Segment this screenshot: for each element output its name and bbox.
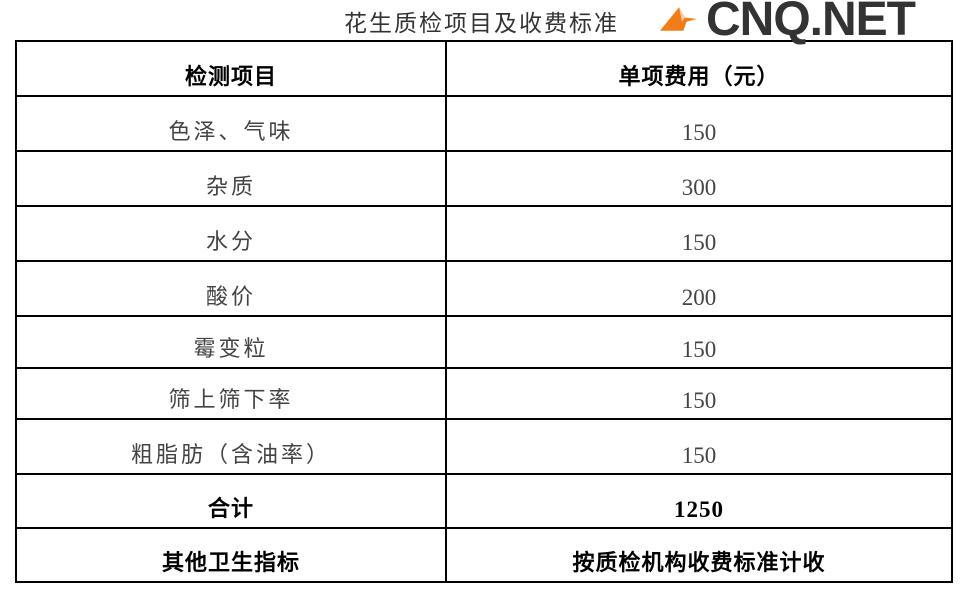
total-value: 1250 [445,473,953,529]
item-cell: 色泽、气味 [15,95,447,152]
header-item: 检测项目 [15,40,447,97]
total-label: 合计 [15,473,447,529]
fee-cell: 150 [445,205,953,262]
table-header-row: 检测项目 单项费用（元） [15,40,953,97]
fee-table: 检测项目 单项费用（元） 色泽、气味 150 杂质 300 水分 150 酸价 … [15,40,953,583]
item-cell: 筛上筛下率 [15,367,447,420]
header-fee: 单项费用（元） [445,40,953,97]
total-row: 合计 1250 [15,473,953,529]
table-row: 霉变粒 150 [15,315,953,369]
item-cell: 粗脂肪（含油率） [15,418,447,475]
origami-bird-icon [660,7,697,31]
table-row: 酸价 200 [15,260,953,317]
watermark-text: CNQ.NET [706,0,916,46]
table-row: 筛上筛下率 150 [15,367,953,420]
table-row: 水分 150 [15,205,953,262]
fee-cell: 150 [445,315,953,369]
other-row: 其他卫生指标 按质检机构收费标准计收 [15,527,953,583]
item-cell: 酸价 [15,260,447,317]
item-cell: 水分 [15,205,447,262]
other-label: 其他卫生指标 [15,527,447,583]
document-title: 花生质检项目及收费标准 [344,11,619,37]
fee-cell: 150 [445,367,953,420]
fee-cell: 150 [445,418,953,475]
table-row: 杂质 300 [15,150,953,207]
item-cell: 霉变粒 [15,315,447,369]
fee-cell: 300 [445,150,953,207]
fee-cell: 200 [445,260,953,317]
item-cell: 杂质 [15,150,447,207]
other-value: 按质检机构收费标准计收 [445,527,953,583]
cnq-watermark-logo: CNQ.NET [660,0,960,44]
fee-cell: 150 [445,95,953,152]
table-row: 粗脂肪（含油率） 150 [15,418,953,475]
table-row: 色泽、气味 150 [15,95,953,152]
